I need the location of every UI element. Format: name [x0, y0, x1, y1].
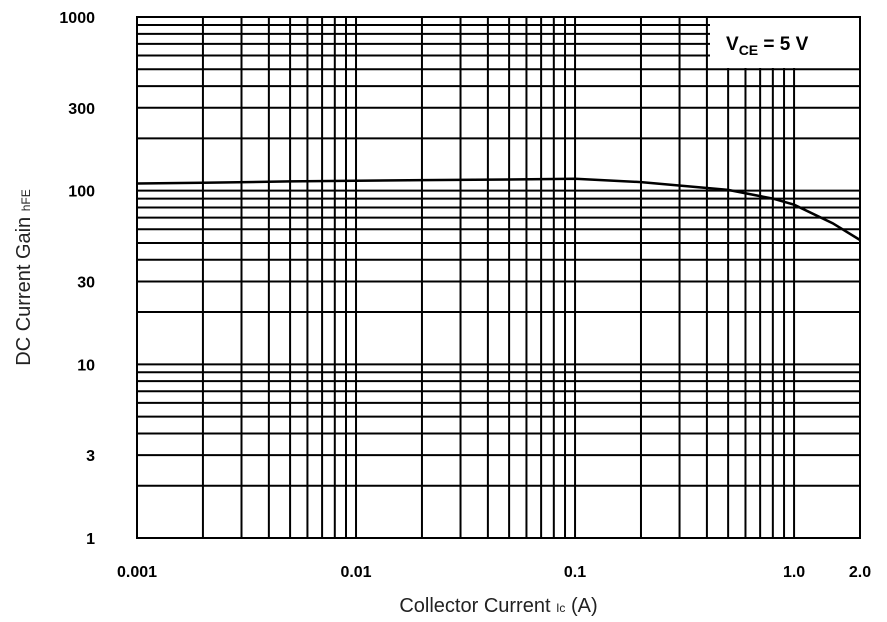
x-tick-label: 1.0 — [783, 564, 805, 581]
y-tick-label: 300 — [68, 101, 95, 118]
y-tick-label: 10 — [77, 357, 95, 374]
y-tick-label: 3 — [86, 448, 95, 465]
y-tick-label: 30 — [77, 274, 95, 291]
y-tick-label: 1000 — [59, 10, 95, 27]
plot-frame — [136, 16, 861, 539]
x-tick-label: 0.001 — [117, 564, 157, 581]
x-tick-labels: 0.001 0.01 0.1 1.0 2.0 — [117, 564, 871, 581]
annotation-box — [710, 18, 859, 68]
horizontal-gridlines — [137, 23, 860, 487]
y-axis-label: DC Current Gain hFE — [13, 189, 35, 366]
hfe-curve — [136, 177, 861, 242]
vce-annotation: VCE = 5 V — [710, 18, 859, 68]
annotation-text: VCE = 5 V — [726, 34, 809, 58]
x-tick-label: 0.01 — [340, 564, 371, 581]
vertical-gridlines — [201, 17, 796, 538]
x-tick-label: 0.1 — [564, 564, 586, 581]
x-axis-label: Collector Current Ic (A) — [399, 595, 597, 617]
x-tick-label: 2.0 — [849, 564, 871, 581]
y-tick-label: 100 — [68, 184, 95, 201]
y-tick-labels: 1 3 10 30 100 300 1000 — [59, 10, 95, 548]
y-tick-label: 1 — [86, 531, 95, 548]
